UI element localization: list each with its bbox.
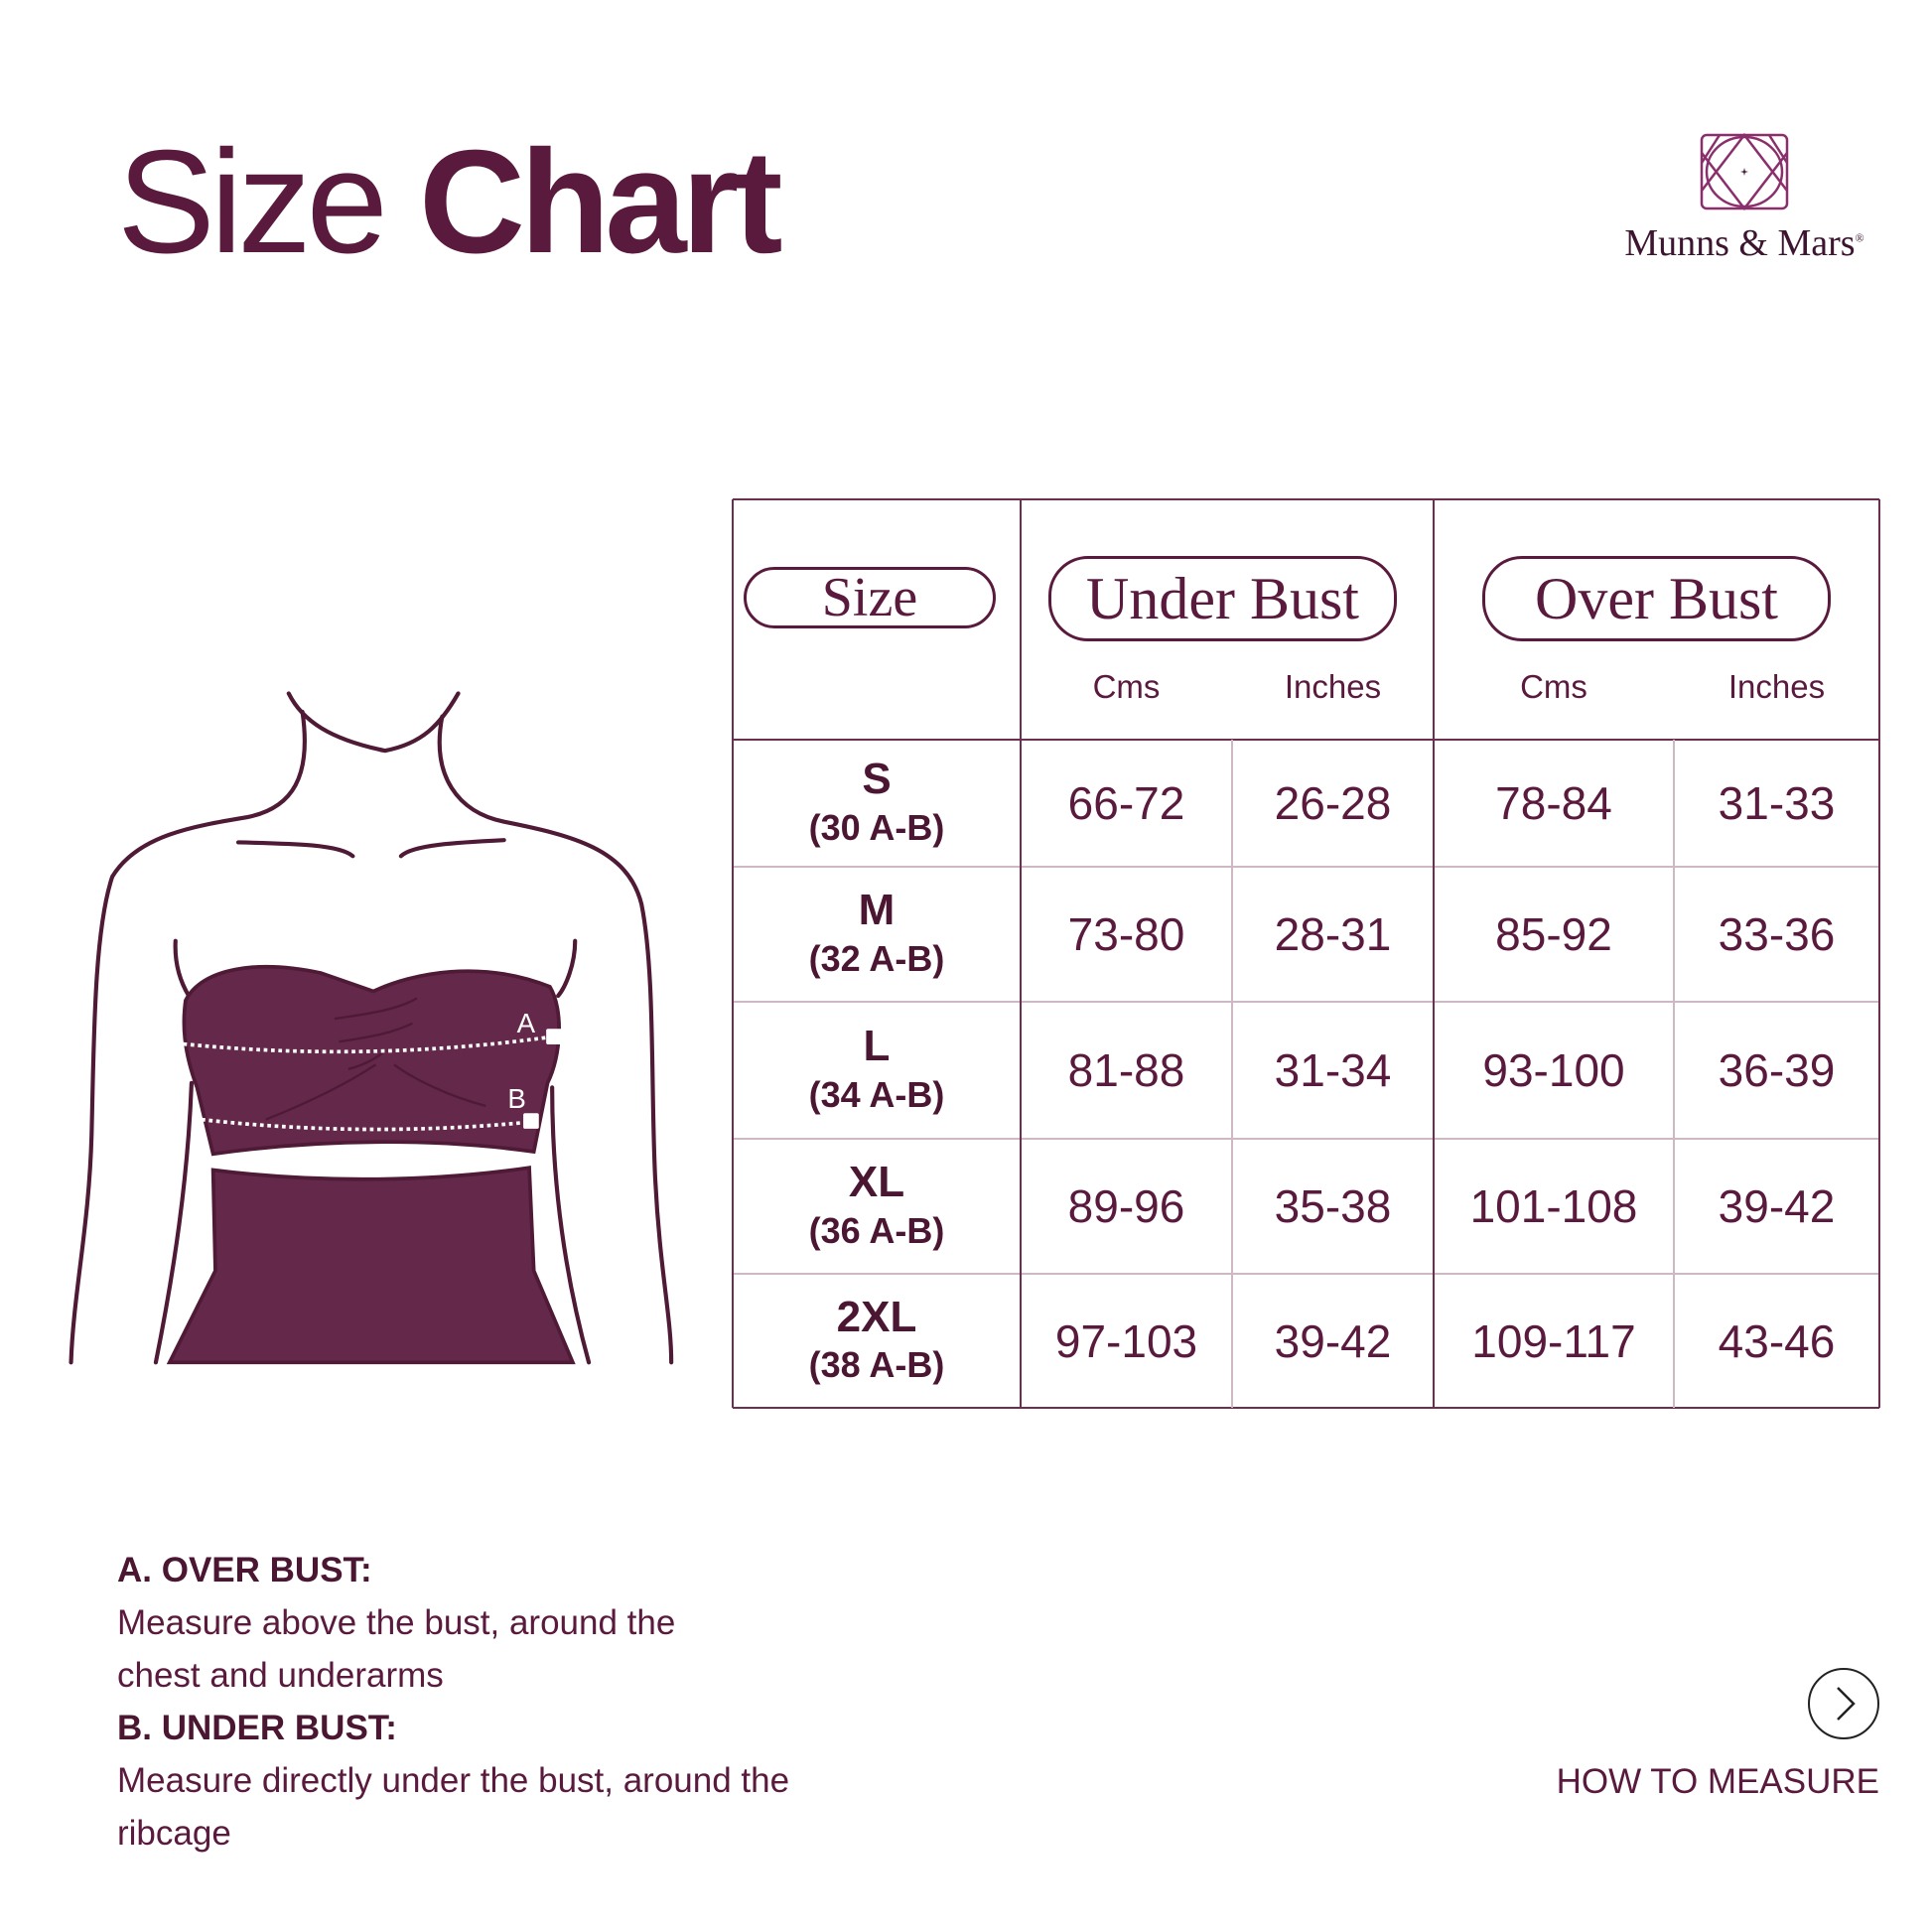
table-cell: 39-42 xyxy=(1274,1314,1392,1367)
size-cell: XL (36 A-B) xyxy=(733,1139,1021,1274)
size-cell: 2XL (38 A-B) xyxy=(733,1274,1021,1408)
table-cell: 36-39 xyxy=(1718,1044,1836,1096)
size-table: Size Under Bust Cms Inches Over Bust Cms Inche… xyxy=(732,498,1880,1409)
table-cell: 109-117 xyxy=(1471,1314,1636,1367)
table-cell: 35-38 xyxy=(1274,1180,1392,1232)
skirt xyxy=(166,1166,576,1365)
unit-header: Inches xyxy=(1727,668,1826,705)
size-cell: S (30 A-B) xyxy=(733,740,1021,867)
table-row-divider xyxy=(733,866,1879,868)
over-bust-note-text: Measure above the bust, around the chest… xyxy=(117,1603,676,1695)
table-subcolumn-divider xyxy=(1673,740,1675,1408)
table-cell: 97-103 xyxy=(1054,1314,1198,1367)
table-cell: 81-88 xyxy=(1067,1044,1185,1096)
size-label: S xyxy=(862,755,892,804)
measure-tag-b xyxy=(523,1113,539,1129)
left-inner-arm xyxy=(153,938,194,1365)
band-label: (34 A-B) xyxy=(808,1073,945,1115)
under-bust-note-text: Measure directly under the bust, around … xyxy=(117,1761,790,1853)
neck-outline xyxy=(286,691,461,754)
table-row-divider xyxy=(733,1001,1879,1003)
size-cell: M (32 A-B) xyxy=(733,867,1021,1002)
table-column-divider xyxy=(1433,499,1435,1408)
right-inner-arm xyxy=(550,938,592,1365)
page-title: Size Chart xyxy=(117,129,783,276)
table-row-divider xyxy=(733,498,1879,500)
brand-name-text: Munns & Mars xyxy=(1624,222,1856,264)
brand-name: Munns & Mars® xyxy=(1600,221,1888,265)
bra-gathers xyxy=(265,997,486,1121)
unit-header: Cms xyxy=(1092,668,1161,705)
table-cell: 28-31 xyxy=(1274,908,1392,960)
how-to-measure-label[interactable]: HOW TO MEASURE xyxy=(1556,1762,1879,1801)
table-cell: 66-72 xyxy=(1067,777,1185,829)
table-cell: 39-42 xyxy=(1718,1180,1836,1232)
size-label: M xyxy=(858,886,896,935)
table-column-divider xyxy=(1878,499,1880,1408)
geometric-square-circle-logo-icon xyxy=(1700,132,1789,211)
unit-header: Cms xyxy=(1520,668,1587,705)
over-bust-note-title: A. OVER BUST: xyxy=(117,1551,372,1589)
size-label: L xyxy=(863,1022,891,1071)
table-cell: 101-108 xyxy=(1469,1180,1638,1232)
table-cell: 85-92 xyxy=(1495,908,1612,960)
left-body-outline xyxy=(69,709,307,1365)
table-column-divider xyxy=(732,499,734,1408)
garment-illustration: A B xyxy=(69,691,674,1365)
size-label: 2XL xyxy=(836,1292,917,1341)
table-cell: 89-96 xyxy=(1067,1180,1185,1232)
table-subcolumn-divider xyxy=(1231,740,1233,1408)
right-body-outline xyxy=(437,714,674,1365)
brand-logo: Munns & Mars® xyxy=(1600,132,1888,265)
table-row-divider xyxy=(733,739,1879,741)
how-to-measure-link[interactable]: HOW TO MEASURE xyxy=(1549,1668,1879,1802)
label-a: A xyxy=(517,1008,536,1038)
table-cell: 73-80 xyxy=(1067,908,1185,960)
table-row-divider xyxy=(733,1273,1879,1275)
table-cell: 93-100 xyxy=(1482,1044,1625,1096)
table-row-divider xyxy=(733,1138,1879,1140)
size-label: XL xyxy=(848,1158,905,1207)
band-label: (38 A-B) xyxy=(808,1344,945,1386)
table-column-divider xyxy=(1020,499,1022,1408)
table-cell: 31-33 xyxy=(1718,777,1836,829)
title-regular: Size xyxy=(117,120,388,284)
table-cell: 43-46 xyxy=(1718,1314,1836,1367)
unit-header: Inches xyxy=(1284,668,1382,705)
band-label: (30 A-B) xyxy=(808,806,945,848)
size-header-pill: Size xyxy=(744,567,996,628)
over-bust-header-pill: Over Bust xyxy=(1482,556,1831,641)
under-bust-measure-line xyxy=(201,1117,532,1132)
band-label: (32 A-B) xyxy=(808,937,945,979)
size-cell: L (34 A-B) xyxy=(733,1002,1021,1139)
registered-mark: ® xyxy=(1855,230,1864,245)
collarbone-left xyxy=(235,840,355,859)
table-cell: 31-34 xyxy=(1274,1044,1392,1096)
table-cell: 78-84 xyxy=(1495,777,1612,829)
under-bust-header-pill: Under Bust xyxy=(1048,556,1397,641)
chevron-right-circle-icon[interactable] xyxy=(1808,1668,1879,1739)
table-row-divider xyxy=(733,1407,1879,1409)
band-label: (36 A-B) xyxy=(808,1209,945,1251)
measure-tag-a xyxy=(546,1029,563,1044)
table-cell: 26-28 xyxy=(1274,777,1392,829)
title-bold: Chart xyxy=(419,120,782,284)
collarbone-right xyxy=(398,838,506,859)
label-b: B xyxy=(507,1083,525,1114)
table-cell: 33-36 xyxy=(1718,908,1836,960)
under-bust-note-title: B. UNDER BUST: xyxy=(117,1709,397,1747)
measurement-notes: A. OVER BUST: Measure above the bust, ar… xyxy=(117,1544,832,1860)
over-bust-measure-line xyxy=(183,1035,551,1054)
